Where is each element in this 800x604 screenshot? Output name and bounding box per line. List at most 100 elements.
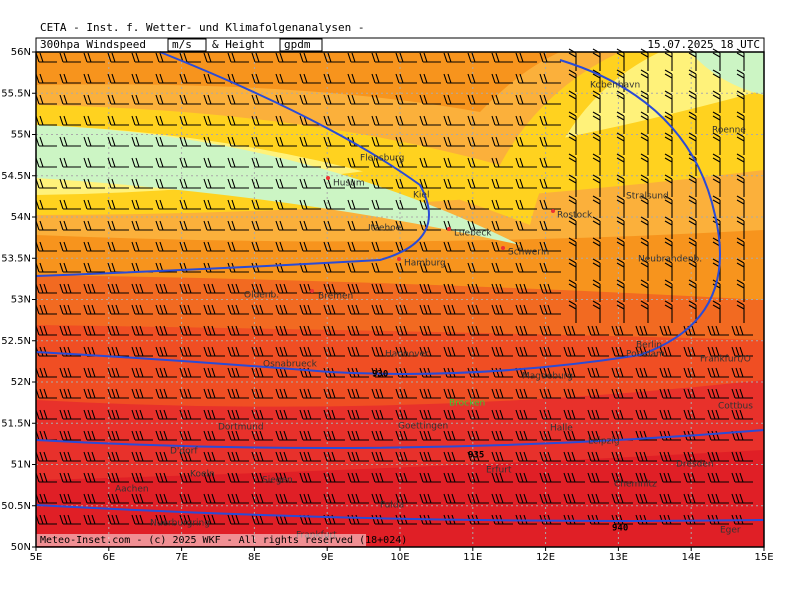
wind-barb bbox=[203, 409, 225, 420]
wind-barb bbox=[467, 199, 489, 210]
wind-barb bbox=[59, 409, 81, 420]
wind-barb bbox=[59, 304, 81, 315]
wind-barb bbox=[491, 241, 513, 252]
wind-barb bbox=[347, 178, 369, 189]
wind-barb bbox=[592, 258, 601, 281]
wind-barb bbox=[347, 325, 369, 336]
lat-tick-label: 53N bbox=[11, 295, 31, 306]
wind-barb bbox=[35, 472, 57, 483]
city: Bremen bbox=[318, 292, 353, 302]
wind-barb bbox=[155, 451, 177, 462]
wind-barb bbox=[299, 514, 321, 525]
city: Osnabrueck bbox=[263, 360, 318, 370]
wind-barb bbox=[299, 346, 321, 357]
wind-barb bbox=[323, 283, 345, 294]
wind-barb bbox=[616, 174, 625, 197]
height-contours bbox=[35, 51, 765, 522]
wind-barb bbox=[587, 472, 609, 483]
wind-barb bbox=[323, 157, 345, 168]
wind-barb bbox=[347, 430, 369, 441]
wind-barb bbox=[371, 178, 393, 189]
wind-barb bbox=[664, 111, 673, 134]
wind-barb bbox=[371, 493, 393, 504]
wind-barb bbox=[467, 52, 489, 63]
wind-barb bbox=[640, 237, 649, 260]
wind-barb bbox=[179, 430, 201, 441]
wind-barb bbox=[107, 115, 129, 126]
wind-barb bbox=[371, 199, 393, 210]
wind-barb bbox=[659, 493, 681, 504]
wind-barb bbox=[592, 237, 601, 260]
wind-barb bbox=[467, 430, 489, 441]
wind-barb bbox=[59, 199, 81, 210]
wind-barb bbox=[299, 388, 321, 399]
lon-tick-label: 8E bbox=[248, 552, 261, 563]
wind-barb bbox=[179, 514, 201, 525]
wind-barb bbox=[707, 346, 729, 357]
wind-barb bbox=[664, 132, 673, 155]
city: Roenne bbox=[712, 126, 746, 136]
wind-barb bbox=[587, 325, 609, 336]
wind-barb bbox=[491, 472, 513, 483]
wind-barb bbox=[227, 136, 249, 147]
wind-barb bbox=[515, 283, 537, 294]
wind-barb bbox=[299, 178, 321, 189]
city: Erfurt bbox=[486, 466, 512, 476]
wind-barb bbox=[131, 472, 153, 483]
unit: gpdm bbox=[284, 38, 311, 51]
wind-barb bbox=[35, 451, 57, 462]
wind-barb bbox=[419, 325, 441, 336]
wind-barb bbox=[131, 283, 153, 294]
band bbox=[36, 52, 560, 112]
wind-barb bbox=[712, 174, 721, 197]
city: Itzehoe bbox=[368, 224, 402, 234]
wind-barb bbox=[736, 279, 745, 302]
wind-barb bbox=[664, 237, 673, 260]
valid-time: 15.07.2025 18 UTC bbox=[647, 38, 760, 51]
wind-barb bbox=[515, 262, 537, 273]
wind-barb bbox=[515, 409, 537, 420]
wind-barb bbox=[736, 300, 745, 323]
wind-barb bbox=[640, 111, 649, 134]
wind-barb bbox=[515, 220, 537, 231]
wind-barb bbox=[203, 493, 225, 504]
wind-barb bbox=[251, 388, 273, 399]
wind-barb bbox=[371, 514, 393, 525]
wind-barb bbox=[568, 174, 577, 197]
wind-barb bbox=[203, 262, 225, 273]
wind-barb bbox=[251, 472, 273, 483]
wind-barb bbox=[467, 325, 489, 336]
wind-barb bbox=[59, 283, 81, 294]
city: Magdeburg bbox=[522, 372, 573, 382]
lon-tick-label: 12E bbox=[536, 552, 555, 563]
wind-barb bbox=[83, 472, 105, 483]
wind-barb bbox=[568, 111, 577, 134]
wind-barb bbox=[616, 279, 625, 302]
wind-barb bbox=[299, 94, 321, 105]
wind-barb bbox=[251, 241, 273, 252]
city: Dortmund bbox=[218, 423, 264, 433]
wind-barb bbox=[131, 514, 153, 525]
copyright: Meteo-Inset.com - (c) 2025 WKF - All rig… bbox=[40, 535, 407, 546]
wind-barb bbox=[227, 493, 249, 504]
wind-barb bbox=[683, 514, 705, 525]
wind-barb bbox=[323, 325, 345, 336]
wind-barb bbox=[395, 157, 417, 168]
wind-barb bbox=[323, 199, 345, 210]
wind-barb bbox=[467, 94, 489, 105]
wind-barb bbox=[664, 90, 673, 113]
lon-tick-label: 11E bbox=[463, 552, 482, 563]
wind-barb bbox=[299, 157, 321, 168]
wind-barb bbox=[592, 90, 601, 113]
wind-barb bbox=[539, 451, 561, 462]
wind-barb bbox=[395, 472, 417, 483]
wind-barb bbox=[347, 283, 369, 294]
wind-barb bbox=[179, 388, 201, 399]
wind-barb bbox=[179, 178, 201, 189]
wind-barb bbox=[179, 325, 201, 336]
wind-barb bbox=[707, 493, 729, 504]
wind-barb bbox=[203, 73, 225, 84]
wind-barb bbox=[515, 304, 537, 315]
wind-barb bbox=[491, 262, 513, 273]
wind-barb bbox=[419, 367, 441, 378]
